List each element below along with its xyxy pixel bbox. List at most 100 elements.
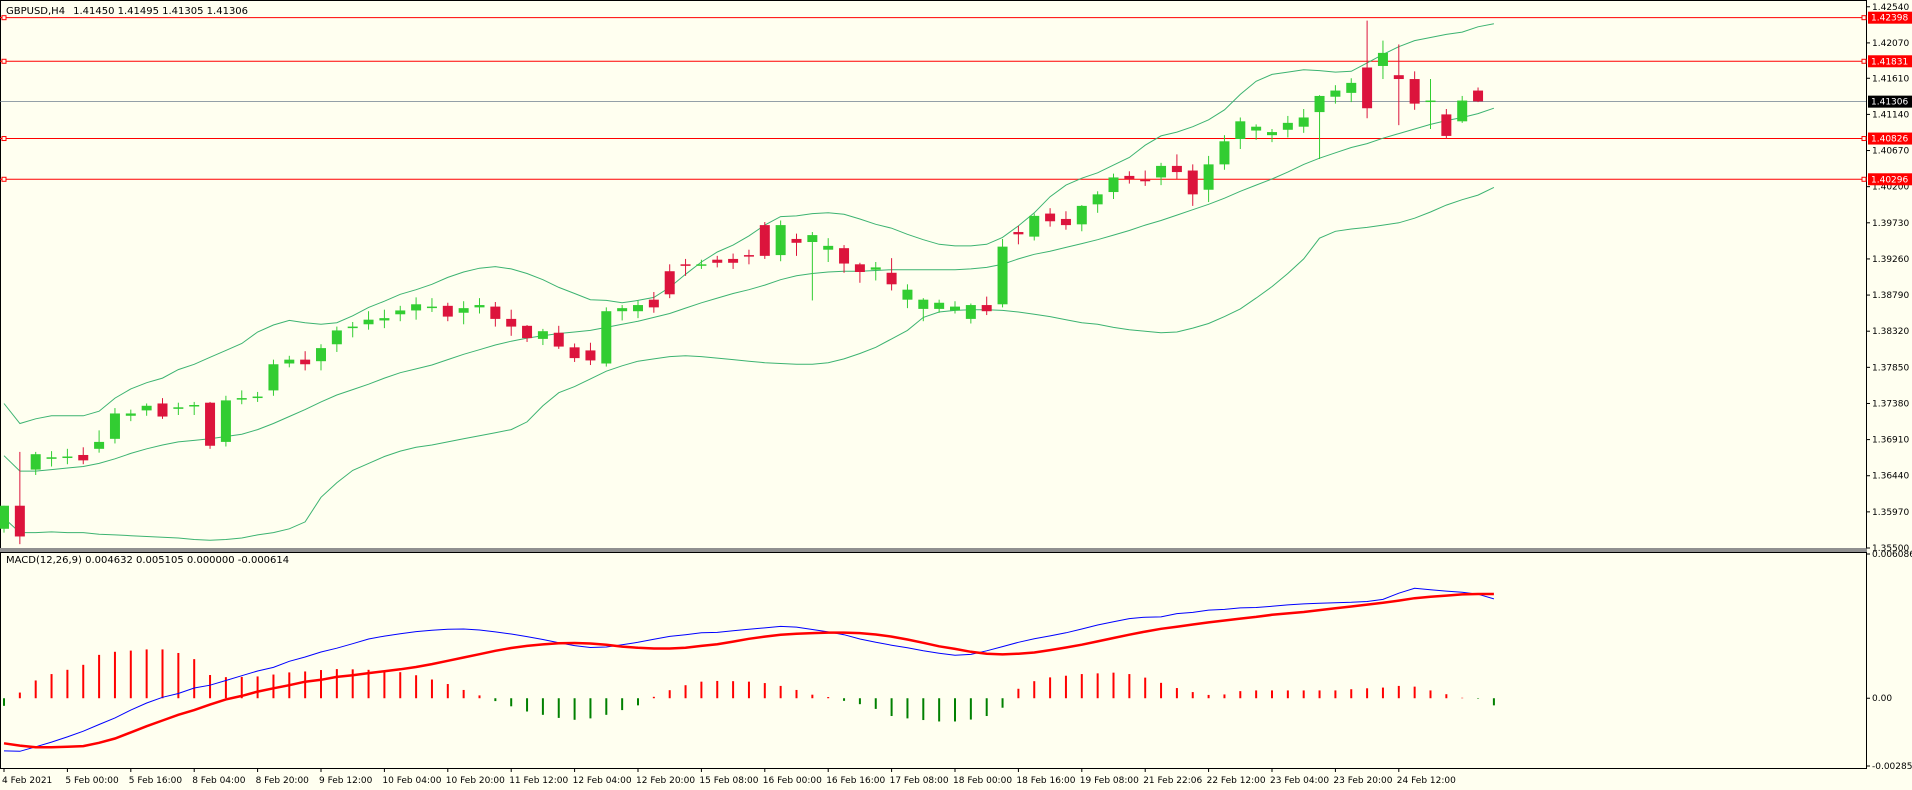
time-tick-label: 16 Feb 00:00	[763, 776, 822, 786]
candle-body	[1060, 218, 1071, 226]
candle-body	[854, 264, 865, 273]
candle-body	[78, 454, 89, 461]
candle-body	[46, 457, 57, 459]
candle-body	[1425, 100, 1436, 103]
candle-body	[886, 272, 897, 285]
candle-body	[1409, 79, 1420, 104]
candle-body	[1235, 121, 1246, 140]
candle-body	[1362, 67, 1373, 109]
candle-body	[125, 413, 136, 416]
candle-body	[791, 238, 802, 243]
price-tick-label: 1.41140	[1872, 110, 1909, 120]
candle-body	[728, 258, 739, 263]
candle-body	[680, 264, 691, 266]
candle-body	[648, 299, 659, 308]
level-price-tag	[1868, 11, 1912, 24]
candle-body	[1330, 90, 1341, 97]
candle-body	[902, 289, 913, 300]
candle-body	[696, 264, 707, 266]
time-tick-label: 16 Feb 16:00	[826, 776, 885, 786]
candle-body	[1473, 90, 1484, 102]
time-tick-label: 12 Feb 20:00	[636, 776, 695, 786]
candle-body	[1457, 100, 1468, 122]
time-tick-label: 15 Feb 08:00	[699, 776, 758, 786]
candle-body	[189, 405, 200, 407]
level-anchor	[1, 176, 7, 182]
candle-body	[1108, 177, 1119, 193]
candle-body	[585, 350, 596, 361]
candle-body	[30, 454, 41, 470]
level-price-tag	[1868, 173, 1912, 186]
candle-body	[331, 330, 342, 345]
candle-body	[220, 400, 231, 442]
candle-body	[1013, 232, 1024, 235]
time-tick-label: 9 Feb 12:00	[319, 776, 373, 786]
candle-body	[411, 304, 422, 311]
time-tick-label: 8 Feb 04:00	[192, 776, 246, 786]
candle-body	[442, 305, 453, 317]
candle-body	[965, 305, 976, 319]
candle-body	[569, 347, 580, 359]
candle-body	[1377, 52, 1388, 66]
bollinger-middle-line	[3, 107, 1495, 472]
time-tick-label: 23 Feb 04:00	[1270, 776, 1329, 786]
level-anchor	[1861, 58, 1867, 64]
candle-body	[205, 402, 216, 446]
candle-body	[664, 271, 675, 295]
current-price-tag	[1868, 95, 1912, 108]
candle-body	[62, 456, 73, 459]
macd-tick-label: 0.006086	[1872, 550, 1912, 560]
candle-body	[1298, 117, 1309, 127]
candle-body	[1282, 122, 1293, 130]
price-tick-label: 1.42070	[1872, 39, 1909, 49]
price-tick-label: 1.40670	[1872, 147, 1909, 157]
time-tick-label: 23 Feb 20:00	[1333, 776, 1392, 786]
macd-pane-frame	[0, 552, 1867, 769]
time-tick-label: 24 Feb 12:00	[1397, 776, 1456, 786]
macd-pane[interactable]: 0.006086 0.00 -0.002859	[0, 550, 1912, 772]
time-tick-label: 17 Feb 08:00	[890, 776, 949, 786]
time-tick-label: 4 Feb 2021	[2, 776, 52, 786]
candle-body	[1029, 215, 1040, 237]
candle-body	[1156, 165, 1167, 178]
bollinger-lower-line	[3, 186, 1495, 541]
candle-body	[839, 248, 850, 264]
time-tick-label: 12 Feb 04:00	[573, 776, 632, 786]
candle-body	[807, 235, 818, 243]
level-price-label: 1.40296	[1871, 175, 1908, 185]
level-anchor	[1861, 136, 1867, 142]
candle-body	[553, 332, 564, 347]
time-tick-label: 22 Feb 12:00	[1207, 776, 1266, 786]
time-tick-label: 10 Feb 04:00	[382, 776, 441, 786]
price-tick-label: 1.38790	[1872, 291, 1909, 301]
candle-body	[743, 255, 754, 257]
level-anchor	[1, 136, 7, 142]
candle-body	[1045, 213, 1056, 222]
price-tick-label: 1.42540	[1872, 3, 1909, 13]
candle-body	[363, 319, 374, 325]
candle-body	[1393, 75, 1404, 80]
candle-body	[1203, 164, 1214, 190]
candle-body	[1140, 179, 1151, 182]
candle-body	[934, 302, 945, 309]
candle-body	[426, 306, 437, 309]
candle-body	[712, 259, 723, 263]
price-tick-label: 1.37380	[1872, 399, 1909, 409]
current-price-label: 1.41306	[1871, 98, 1908, 108]
candle-body	[490, 306, 501, 319]
candle-body	[1187, 170, 1198, 195]
candle-body	[823, 245, 834, 250]
time-tick-label: 8 Feb 20:00	[256, 776, 310, 786]
candle-body	[1219, 141, 1230, 165]
level-anchor	[1861, 15, 1867, 21]
candle-body	[173, 407, 184, 409]
price-tick-label: 1.41610	[1872, 74, 1909, 84]
price-pane[interactable]: 1.42540 1.42070 1.41610 1.41140 1.40670 1.402…	[0, 0, 1912, 555]
candle-body	[775, 225, 786, 256]
candle-body	[997, 246, 1008, 305]
price-tick-label: 1.40200	[1872, 183, 1909, 193]
macd-header: MACD(12,26,9) 0.004632 0.005105 0.000000…	[6, 555, 289, 566]
level-price-tag	[1868, 132, 1912, 145]
candle-body	[236, 398, 247, 400]
